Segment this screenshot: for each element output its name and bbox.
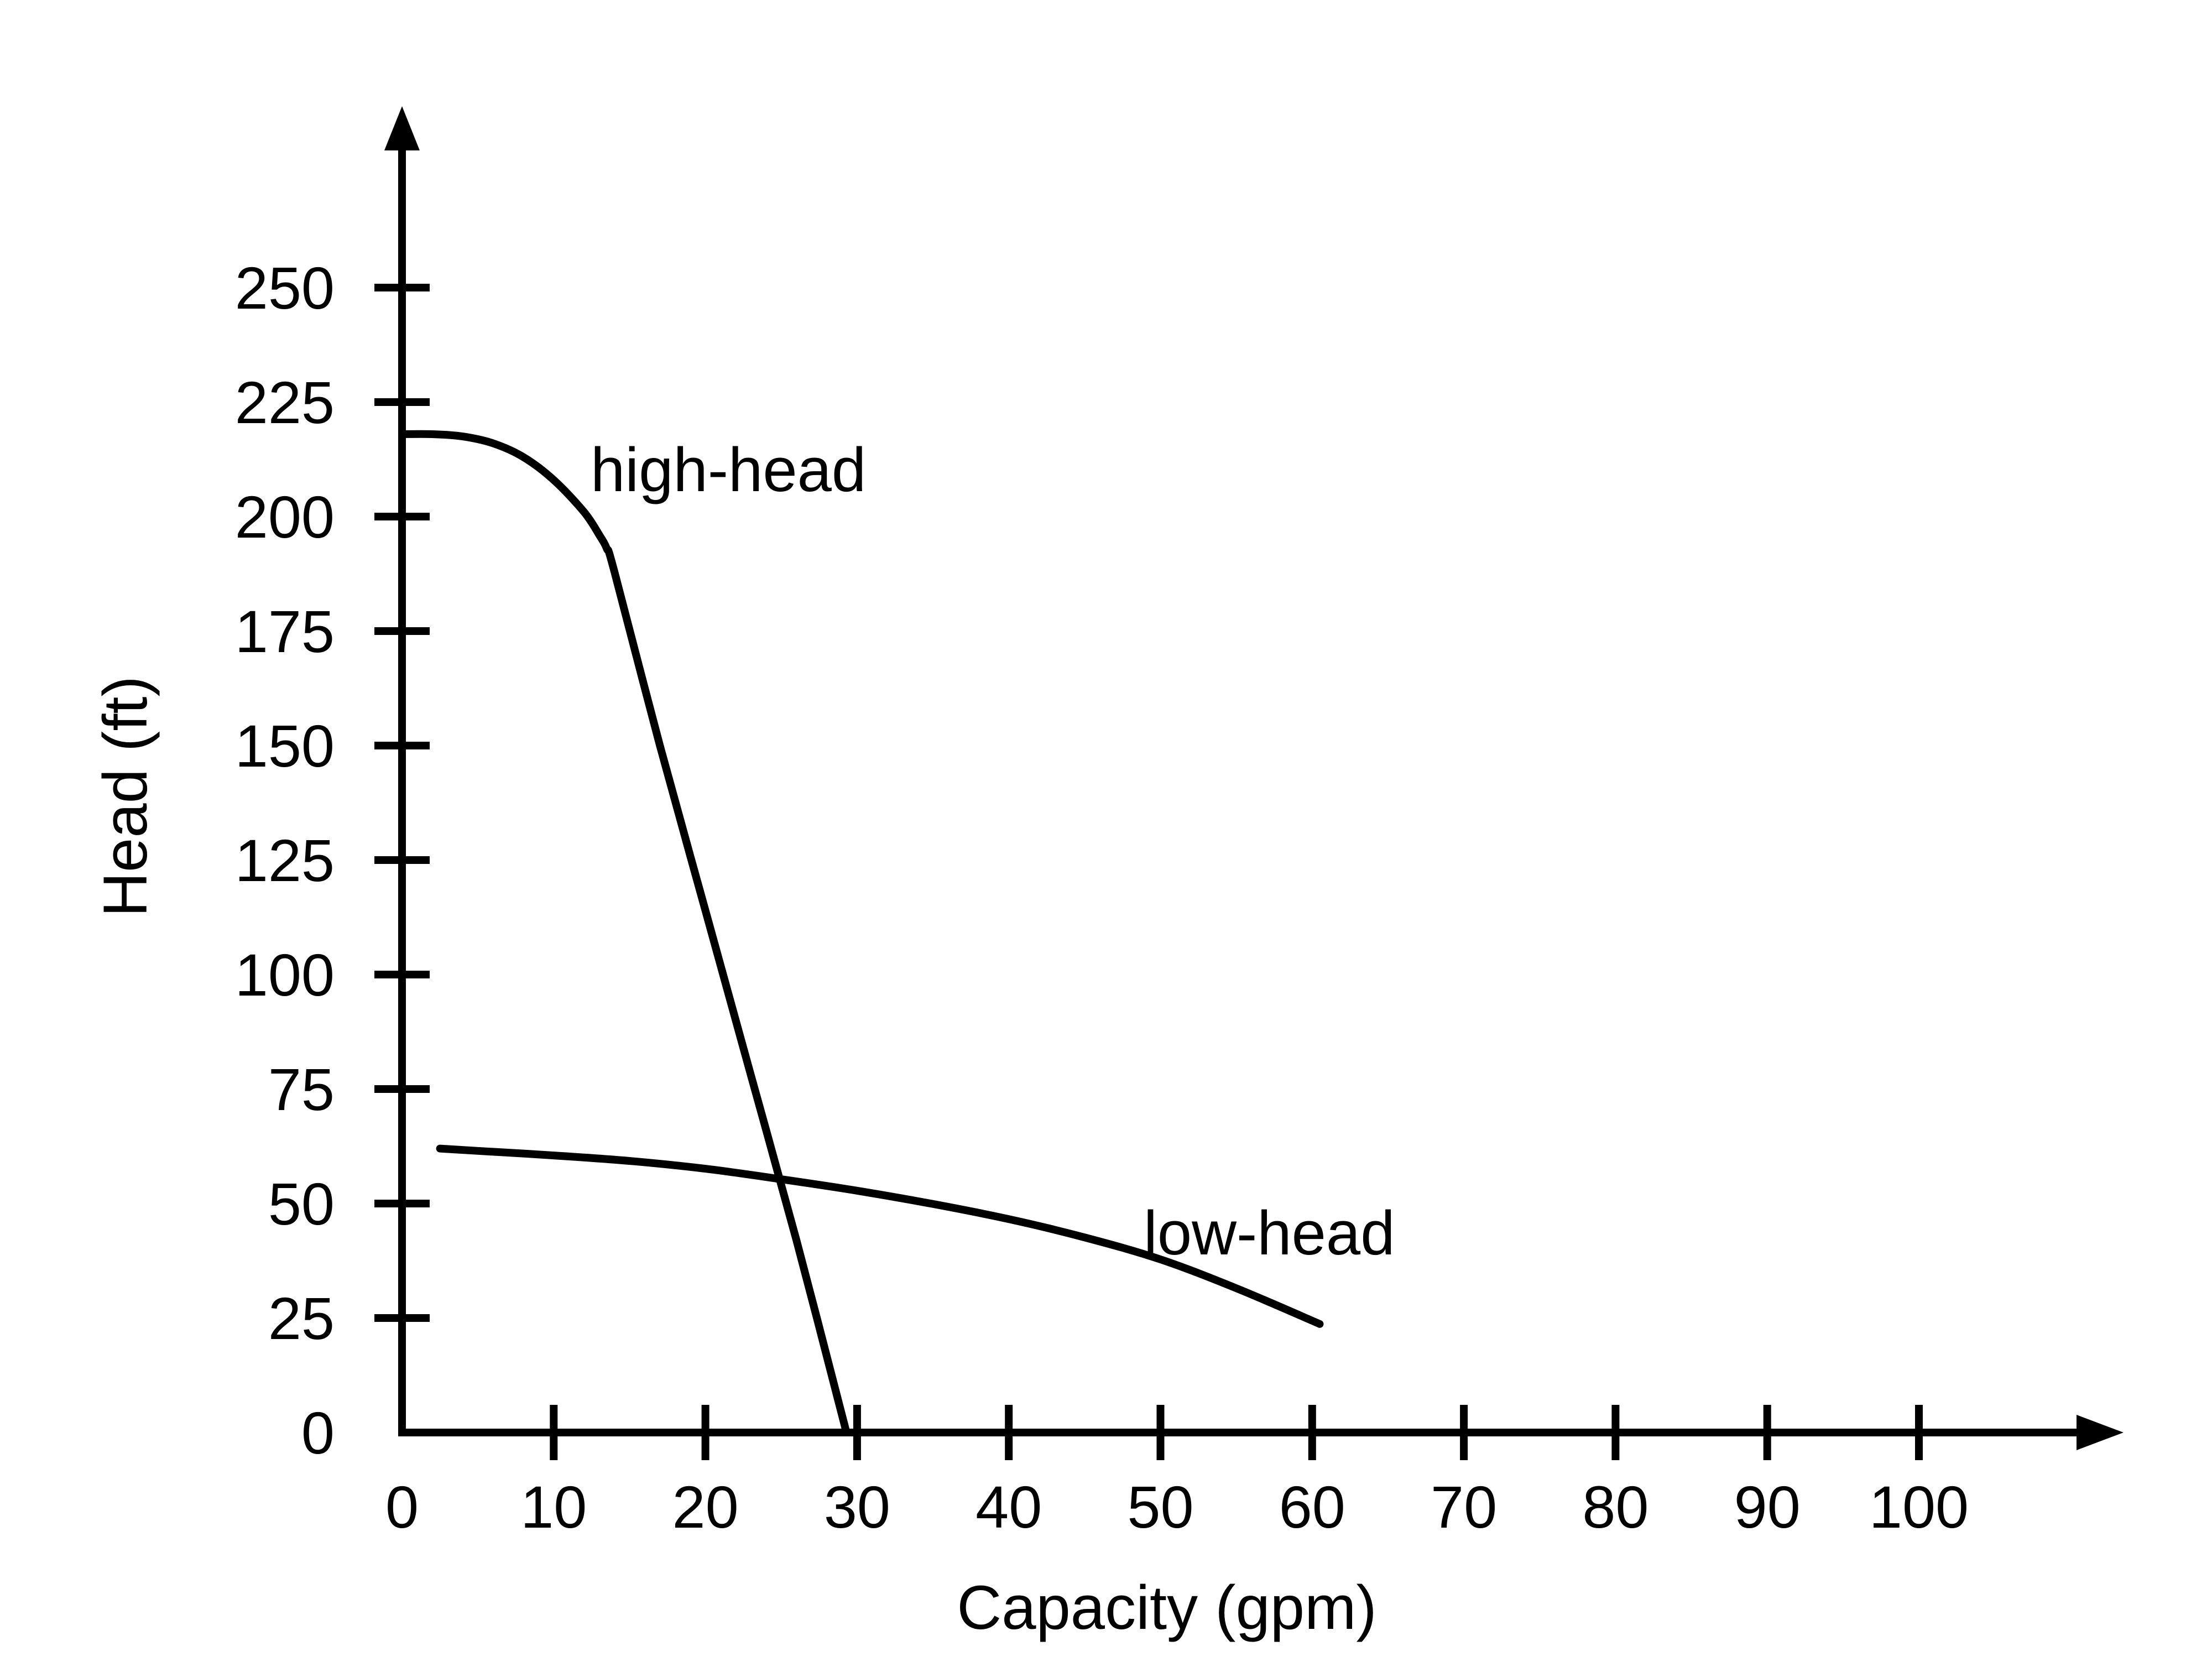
- y-tick-label: 200: [235, 483, 335, 550]
- x-tick-label: 80: [1582, 1473, 1648, 1540]
- x-tick-label: 50: [1127, 1473, 1193, 1540]
- y-tick-label: 250: [235, 254, 335, 321]
- y-axis-arrowhead: [384, 106, 420, 150]
- y-tick-label: 150: [235, 712, 335, 779]
- x-axis-title: Capacity (gpm): [957, 1573, 1376, 1642]
- y-tick-label: 50: [268, 1170, 335, 1237]
- y-tick-label: 100: [235, 941, 335, 1008]
- x-axis-arrowhead: [2077, 1415, 2124, 1450]
- series-line-low-head: [436, 1144, 1324, 1328]
- x-tick-label: 100: [1869, 1473, 1969, 1540]
- x-tick-label: 60: [1279, 1473, 1345, 1540]
- y-tick-label: 25: [268, 1285, 335, 1352]
- x-tick-label: 40: [975, 1473, 1042, 1540]
- y-axis-ticks: 0 25 50 75 100 125 150 175 200 225 250: [235, 254, 430, 1466]
- y-axis-title: Head (ft): [91, 676, 160, 917]
- low-head-label: low-head: [1144, 1199, 1395, 1268]
- x-tick-label: 30: [824, 1473, 890, 1540]
- x-axis-ticks: 0 10 20 30 40 50 60 70 80 90 100: [385, 1405, 1969, 1540]
- x-tick-label: 70: [1431, 1473, 1497, 1540]
- y-tick-label: 75: [268, 1056, 335, 1123]
- high-head-label: high-head: [591, 435, 866, 504]
- y-tick-label: 175: [235, 598, 335, 665]
- y-tick-label: 225: [235, 369, 335, 436]
- y-tick-label: 125: [235, 827, 335, 894]
- x-tick-label: 0: [385, 1473, 419, 1540]
- series-line-high-head: [398, 430, 851, 1436]
- x-tick-label: 90: [1734, 1473, 1801, 1540]
- x-tick-label: 20: [672, 1473, 739, 1540]
- y-tick-label: 0: [301, 1399, 335, 1466]
- series-layer: [398, 430, 1324, 1436]
- x-tick-label: 10: [520, 1473, 587, 1540]
